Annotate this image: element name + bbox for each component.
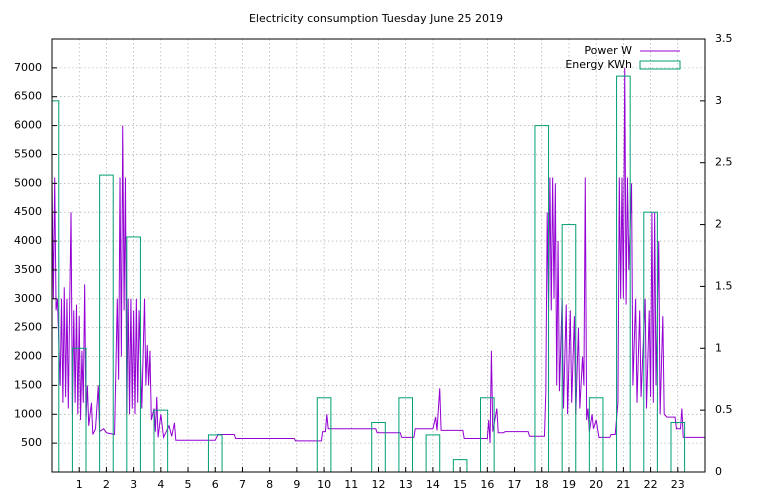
- x-tick-label: 18: [535, 478, 549, 491]
- x-tick-label: 5: [185, 478, 192, 491]
- energy-box: [616, 75, 631, 472]
- y2-tick-label: 1: [715, 341, 722, 354]
- y2-tick-label: 2: [715, 218, 722, 231]
- y-tick-label: 500: [21, 436, 42, 449]
- x-tick-label: 12: [372, 478, 386, 491]
- energy-box: [316, 397, 332, 472]
- x-tick-label: 4: [157, 478, 164, 491]
- y2-tick-label: 0: [715, 465, 722, 478]
- y-tick-label: 6500: [14, 90, 42, 103]
- y-tick-label: 3000: [14, 292, 42, 305]
- y-tick-label: 6000: [14, 119, 42, 132]
- y-tick-label: 5000: [14, 176, 42, 189]
- y2-tick-label: 1.5: [715, 279, 733, 292]
- y-tick-label: 7000: [14, 61, 42, 74]
- x-tick-label: 7: [239, 478, 246, 491]
- y-tick-label: 4500: [14, 205, 42, 218]
- x-tick-label: 19: [562, 478, 576, 491]
- x-tick-label: 15: [453, 478, 467, 491]
- y-tick-label: 2500: [14, 321, 42, 334]
- energy-box: [561, 224, 577, 472]
- power-line: [52, 67, 705, 444]
- x-tick-label: 14: [426, 478, 440, 491]
- x-tick-label: 3: [130, 478, 137, 491]
- axes: 1 2 3 4 5 6 7 8 9 10 11 12 13 14 15 16 17 18 19 20 21 22 23500…: [14, 32, 733, 491]
- energy-box: [126, 236, 141, 472]
- x-tick-label: 9: [293, 478, 300, 491]
- y-tick-label: 1000: [14, 407, 42, 420]
- legend-label: Power W: [584, 44, 632, 57]
- x-tick-label: 10: [317, 478, 331, 491]
- x-tick-label: 21: [616, 478, 630, 491]
- y-tick-label: 4000: [14, 234, 42, 247]
- y-tick-label: 2000: [14, 350, 42, 363]
- y2-tick-label: 3: [715, 94, 722, 107]
- legend-swatch: [639, 60, 681, 70]
- legend-label: Energy KWh: [565, 58, 632, 71]
- x-tick-label: 11: [344, 478, 358, 491]
- x-tick-label: 23: [671, 478, 685, 491]
- x-tick-label: 13: [399, 478, 413, 491]
- energy-box: [588, 397, 604, 472]
- x-tick-label: 2: [103, 478, 110, 491]
- x-tick-label: 1: [76, 478, 83, 491]
- x-tick-label: 22: [644, 478, 658, 491]
- grid: [52, 39, 705, 472]
- y2-tick-label: 2.5: [715, 156, 733, 169]
- x-tick-label: 20: [589, 478, 603, 491]
- x-tick-label: 8: [266, 478, 273, 491]
- y2-tick-label: 0.5: [715, 403, 733, 416]
- y-tick-label: 5500: [14, 147, 42, 160]
- x-tick-label: 16: [480, 478, 494, 491]
- x-tick-label: 17: [508, 478, 522, 491]
- x-tick-label: 6: [212, 478, 219, 491]
- y-tick-label: 3500: [14, 263, 42, 276]
- y2-tick-label: 3.5: [715, 32, 733, 45]
- y-tick-label: 1500: [14, 378, 42, 391]
- plot-area: [52, 67, 705, 472]
- chart-title: Electricity consumption Tuesday June 25 …: [249, 12, 503, 25]
